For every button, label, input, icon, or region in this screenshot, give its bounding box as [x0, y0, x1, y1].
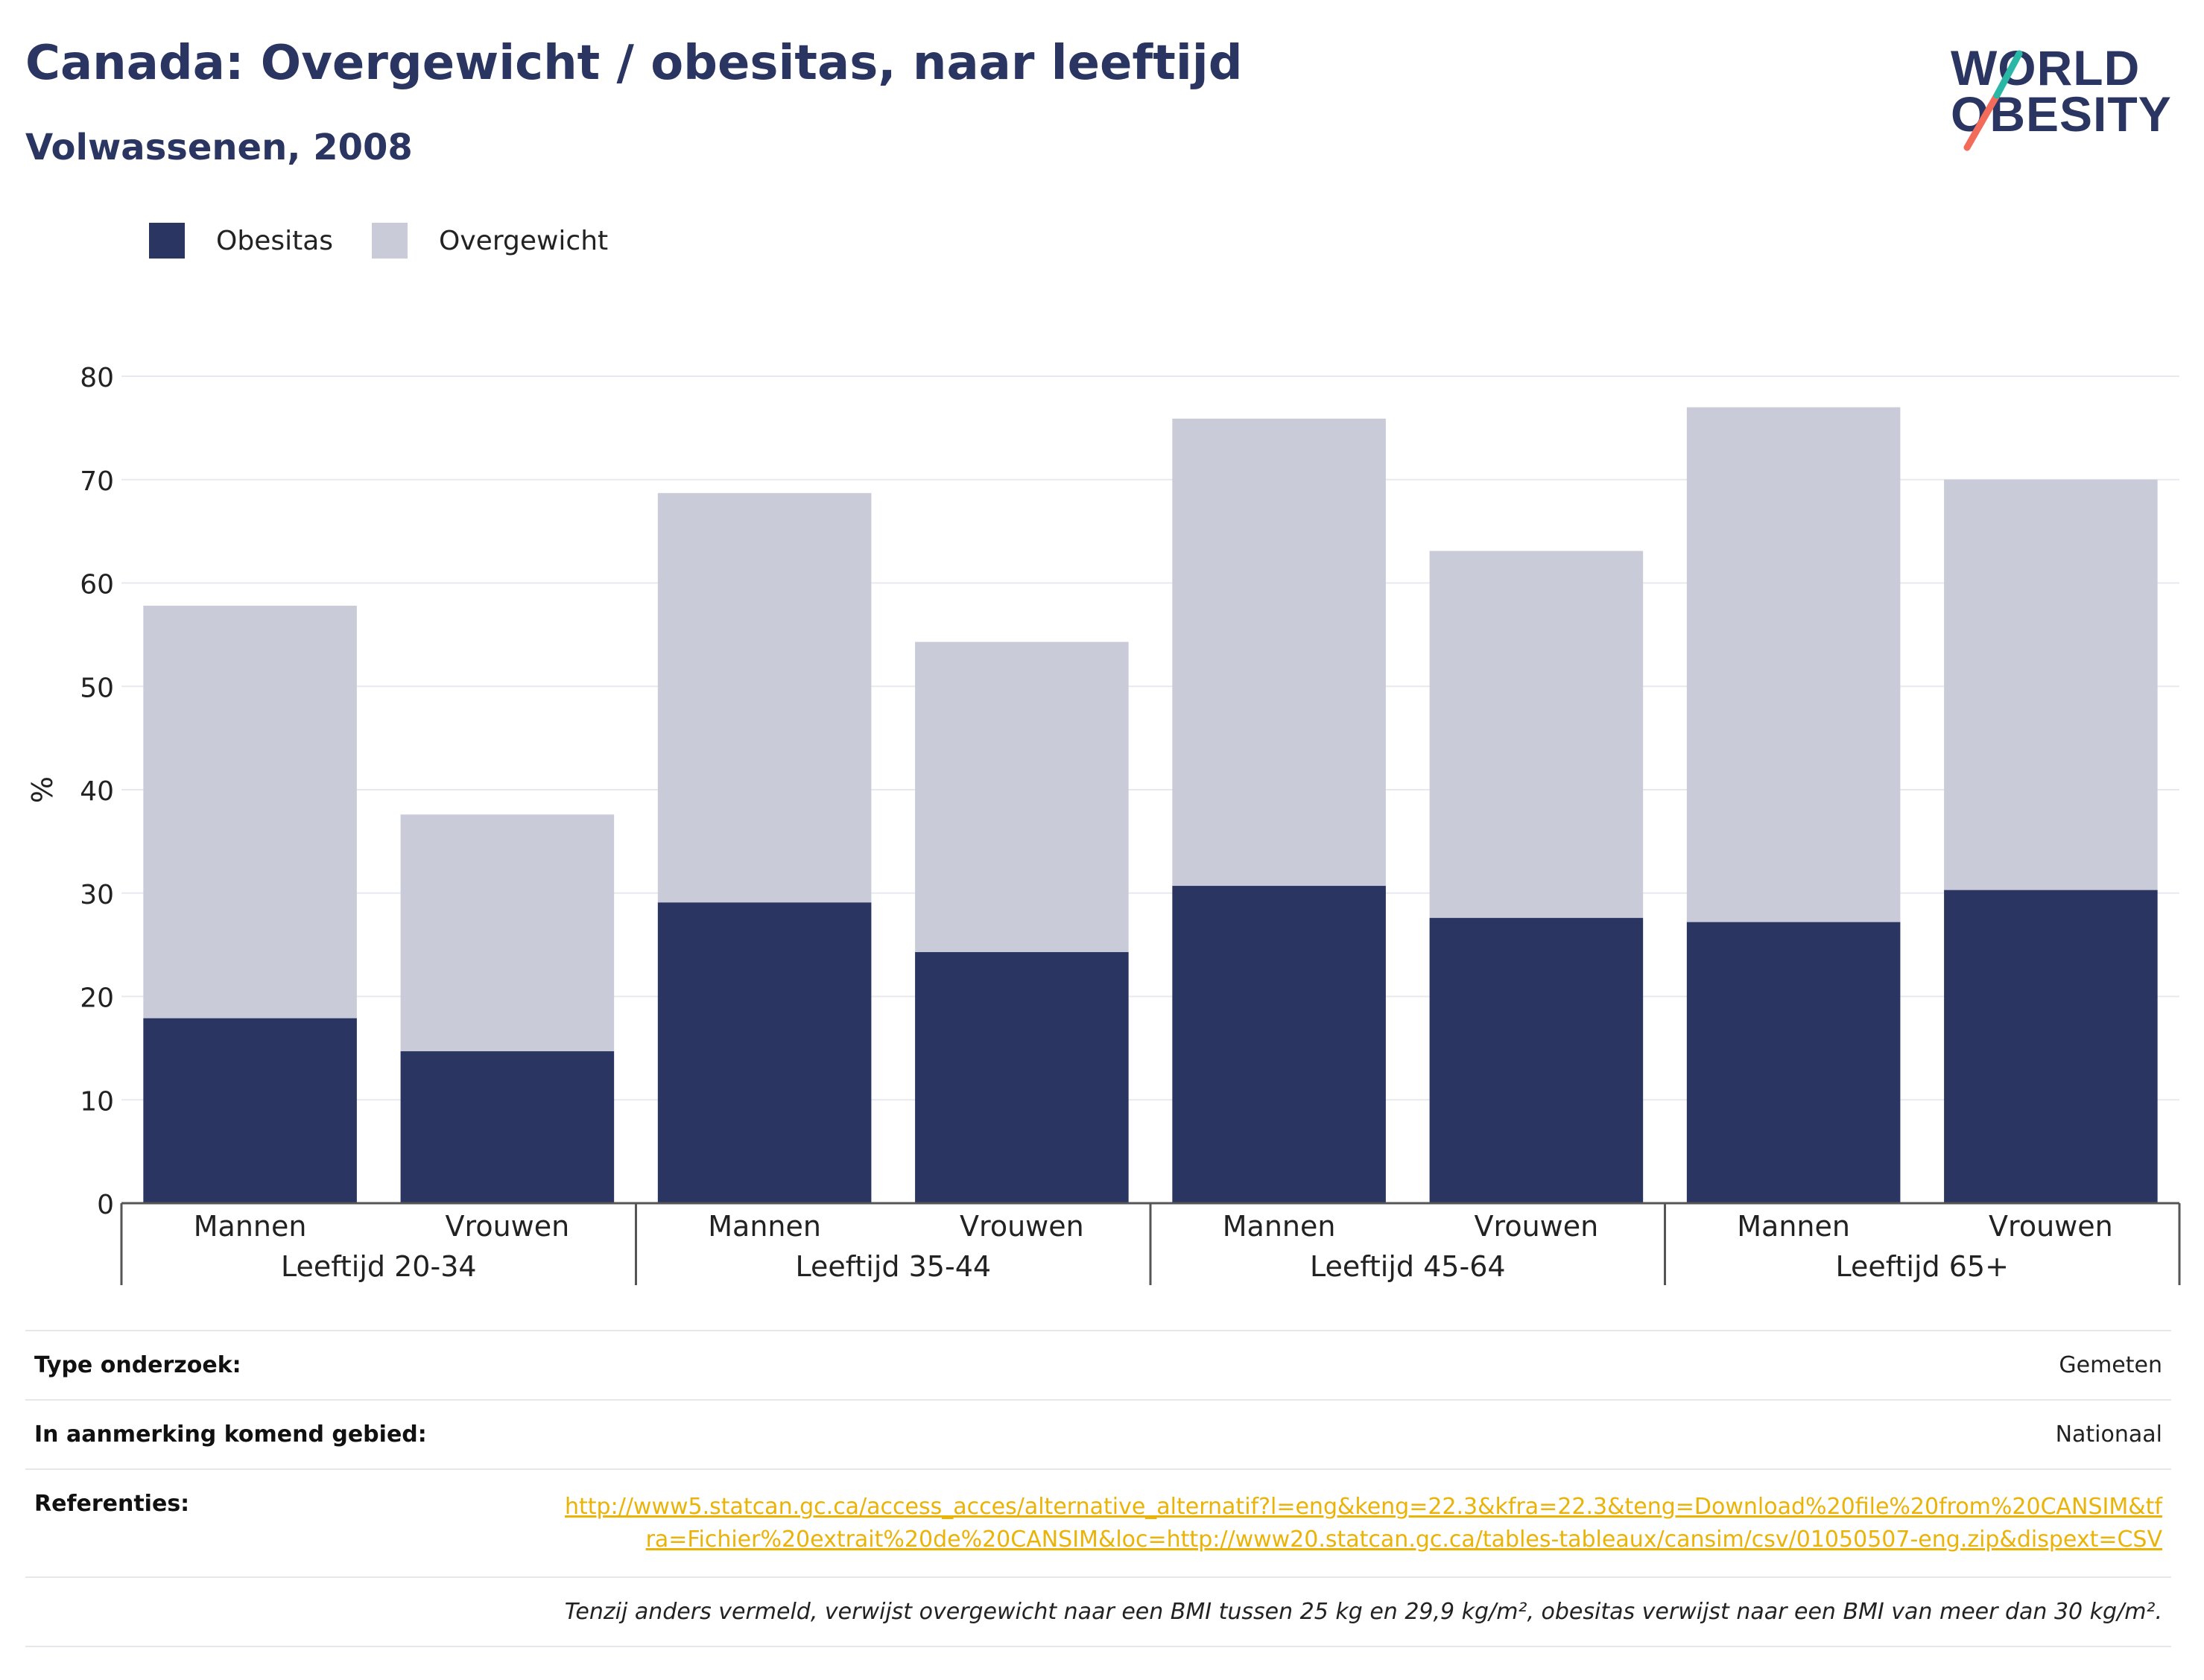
- meta-table: Type onderzoek: Gemeten In aanmerking ko…: [25, 1330, 2171, 1647]
- x-tick-label: Vrouwen: [1475, 1210, 1599, 1243]
- references-link[interactable]: http://www5.statcan.gc.ca/access_acces/a…: [565, 1494, 2162, 1553]
- group-label: Leeftijd 45-64: [1310, 1250, 1506, 1283]
- y-tick-label: 20: [80, 983, 114, 1014]
- meta-key-type: Type onderzoek:: [34, 1352, 241, 1378]
- group-label: Leeftijd 65+: [1836, 1250, 2009, 1283]
- group-label: Leeftijd 35-44: [795, 1250, 991, 1283]
- meta-key-area: In aanmerking komend gebied:: [34, 1421, 427, 1448]
- y-tick-label: 30: [80, 880, 114, 910]
- world-obesity-logo: WORLD OBESITY: [1937, 30, 2191, 156]
- bar-overgewicht: [1429, 551, 1644, 919]
- meta-row-note: Tenzij anders vermeld, verwijst overgewi…: [25, 1576, 2171, 1647]
- meta-key-references: Referenties:: [34, 1491, 190, 1517]
- footnote: Tenzij anders vermeld, verwijst overgewi…: [564, 1599, 2162, 1625]
- bar-obesitas: [1944, 890, 2158, 1203]
- bar-obesitas: [1429, 918, 1644, 1203]
- bar-obesitas: [915, 951, 1129, 1203]
- y-tick-label: 70: [80, 466, 114, 497]
- bar-obesitas: [400, 1051, 615, 1203]
- legend-label-overgewicht: Overgewicht: [439, 225, 609, 256]
- x-tick-label: Mannen: [708, 1210, 821, 1243]
- bar-overgewicht: [1172, 418, 1386, 887]
- meta-row-type: Type onderzoek: Gemeten: [25, 1330, 2171, 1399]
- group-label: Leeftijd 20-34: [281, 1250, 477, 1283]
- x-tick-label: Vrouwen: [1989, 1210, 2113, 1243]
- y-tick-label: 10: [80, 1086, 114, 1117]
- meta-value-type: Gemeten: [2059, 1352, 2162, 1378]
- chart-legend: Obesitas Overgewicht: [149, 222, 647, 259]
- bar-overgewicht: [143, 606, 357, 1018]
- bar-obesitas: [143, 1018, 357, 1203]
- meta-row-area: In aanmerking komend gebied: Nationaal: [25, 1399, 2171, 1468]
- bar-overgewicht: [915, 641, 1129, 952]
- chart-subtitle: Volwassenen, 2008: [25, 127, 413, 168]
- y-tick-label: 60: [80, 570, 114, 600]
- x-tick-label: Mannen: [1737, 1210, 1850, 1243]
- legend-swatch-obesitas: [149, 223, 185, 259]
- y-tick-label: 0: [97, 1190, 114, 1220]
- meta-row-references: Referenties: http://www5.statcan.gc.ca/a…: [25, 1468, 2171, 1576]
- legend-item-obesitas: Obesitas: [149, 223, 333, 259]
- legend-item-overgewicht: Overgewicht: [372, 223, 608, 259]
- bar-overgewicht: [1686, 407, 1901, 922]
- y-tick-label: 80: [80, 363, 114, 393]
- x-tick-label: Vrouwen: [446, 1210, 570, 1243]
- bar-obesitas: [657, 902, 872, 1203]
- legend-label-obesitas: Obesitas: [216, 225, 334, 256]
- x-tick-label: Mannen: [1223, 1210, 1336, 1243]
- legend-swatch-overgewicht: [372, 223, 408, 259]
- meta-value-area: Nationaal: [2055, 1421, 2162, 1448]
- logo-slash-icon: [1963, 50, 2023, 151]
- y-axis-label: %: [26, 776, 59, 803]
- x-tick-label: Vrouwen: [960, 1210, 1084, 1243]
- bar-overgewicht: [657, 492, 872, 903]
- x-tick-label: Mannen: [194, 1210, 307, 1243]
- bar-obesitas: [1172, 886, 1386, 1203]
- y-tick-label: 40: [80, 776, 114, 807]
- bar-overgewicht: [1944, 479, 2158, 890]
- y-tick-label: 50: [80, 673, 114, 703]
- chart-title: Canada: Overgewicht / obesitas, naar lee…: [25, 36, 1243, 91]
- stacked-bar-chart: 0 10 20 30 40 50 60 70 80% Mannen Vrouwen Mannen Vro…: [26, 363, 2181, 1285]
- logo-line1: WORLD: [1951, 40, 2141, 95]
- bar-obesitas: [1686, 922, 1901, 1203]
- bar-overgewicht: [400, 814, 615, 1052]
